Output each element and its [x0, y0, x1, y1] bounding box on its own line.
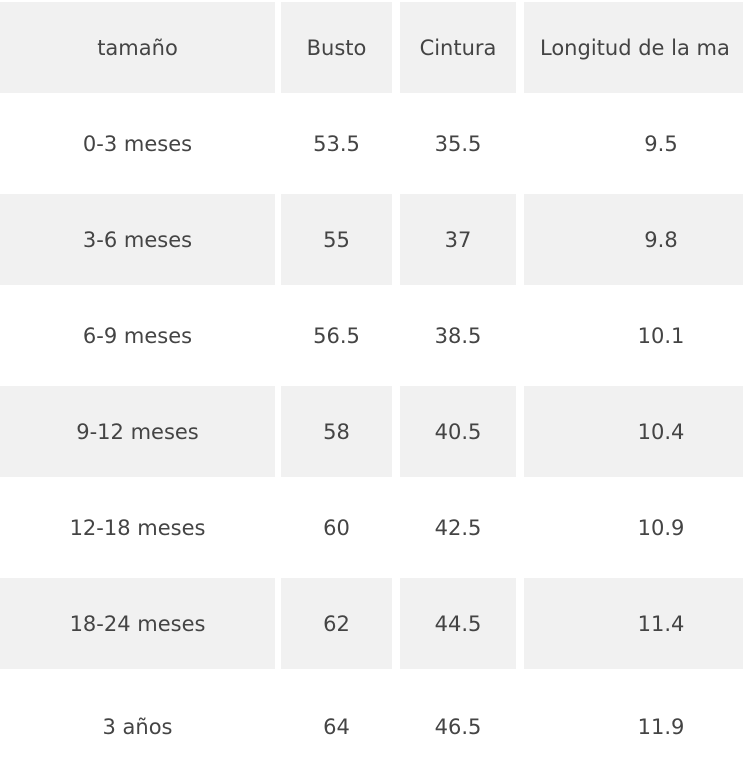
- table-cell: 58: [281, 386, 392, 477]
- table-cell: 40.5: [400, 386, 516, 477]
- table-cell: 44.5: [400, 578, 516, 669]
- table-cell: 10.1: [637, 323, 685, 348]
- table-cell: 55: [281, 194, 392, 285]
- table-cell: 9.8: [524, 194, 743, 285]
- table-cell: 56.5: [313, 323, 360, 348]
- table-cell: 38.5: [434, 323, 482, 348]
- table-cell: 60: [323, 515, 350, 540]
- table-cell: 11.4: [524, 578, 743, 669]
- table-cell: 10.4: [524, 386, 743, 477]
- table-cell: 10.9: [637, 515, 685, 540]
- table-cell: 11.9: [637, 714, 685, 739]
- table-cell: 35.5: [434, 131, 482, 156]
- table-cell: 3 años: [102, 714, 173, 739]
- table-cell: 62: [281, 578, 392, 669]
- table-cell: 37: [400, 194, 516, 285]
- header-cell: Cintura: [400, 2, 516, 93]
- table-cell: 18-24 meses: [0, 578, 275, 669]
- table-cell: 9.5: [644, 131, 678, 156]
- table-cell: 0-3 meses: [82, 131, 193, 156]
- table-cell: 3-6 meses: [0, 194, 275, 285]
- table-cell: 12-18 meses: [69, 515, 206, 540]
- table-cell: 53.5: [313, 131, 360, 156]
- table-cell: 42.5: [434, 515, 482, 540]
- header-cell: Busto: [281, 2, 392, 93]
- table-cell: 64: [323, 714, 350, 739]
- header-cell: tamaño: [0, 2, 275, 93]
- table-cell: 6-9 meses: [82, 323, 193, 348]
- table-cell: 9-12 meses: [0, 386, 275, 477]
- header-cell: Longitud de la ma: [524, 2, 743, 93]
- table-cell: 46.5: [434, 714, 482, 739]
